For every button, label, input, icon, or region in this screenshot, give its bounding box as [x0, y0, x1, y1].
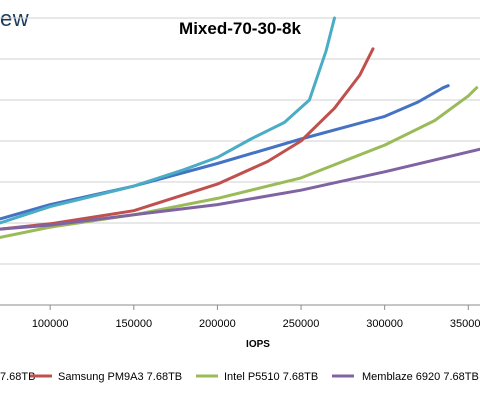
x-axis-ticks: 100000 150000 200000 250000 300000 350000	[32, 305, 480, 330]
x-tick-label: 350000	[450, 318, 480, 330]
legend-label: Memblaze 6920 7.68TB	[362, 371, 479, 383]
legend: 7.68TB Samsung PM9A3 7.68TB Intel P5510 7.…	[0, 371, 479, 383]
x-axis-title: IOPS	[246, 339, 270, 350]
x-tick-label: 100000	[32, 318, 69, 330]
legend-label: 7.68TB	[0, 371, 35, 383]
x-tick-label: 250000	[283, 318, 320, 330]
series-line-5	[0, 16, 336, 225]
series-line-4	[0, 147, 480, 231]
x-tick-label: 150000	[115, 318, 152, 330]
chart-title: Mixed-70-30-8k	[179, 19, 301, 38]
x-tick-label: 200000	[199, 318, 236, 330]
legend-label: Samsung PM9A3 7.68TB	[58, 371, 182, 383]
x-tick-label: 300000	[366, 318, 403, 330]
series-lines	[0, 16, 480, 239]
series-line-2	[0, 47, 375, 231]
series-line-3	[0, 86, 479, 239]
legend-label: Intel P5510 7.68TB	[224, 371, 318, 383]
gridlines	[0, 17, 480, 306]
